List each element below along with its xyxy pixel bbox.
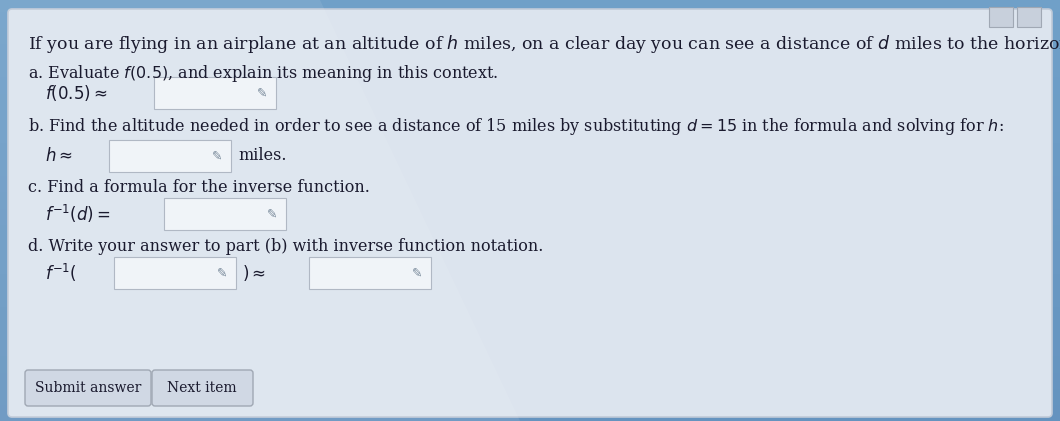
FancyBboxPatch shape [25,370,151,406]
Text: Submit answer: Submit answer [35,381,141,395]
Text: ✎: ✎ [257,86,267,99]
Text: $h \approx$: $h \approx$ [45,147,73,165]
Polygon shape [0,0,520,421]
Text: ✎: ✎ [216,266,227,280]
Text: ✎: ✎ [212,149,222,163]
Text: c. Find a formula for the inverse function.: c. Find a formula for the inverse functi… [28,179,370,196]
Text: d. Write your answer to part (b) with inverse function notation.: d. Write your answer to part (b) with in… [28,238,544,255]
FancyBboxPatch shape [152,370,253,406]
FancyBboxPatch shape [310,257,431,289]
Text: $) \approx$: $) \approx$ [242,263,266,283]
FancyBboxPatch shape [1017,7,1041,27]
Text: miles.: miles. [238,147,286,165]
Text: $f^{-1}($: $f^{-1}($ [45,262,77,284]
FancyBboxPatch shape [154,77,276,109]
Text: $f(0.5) \approx$: $f(0.5) \approx$ [45,83,108,103]
Text: ✎: ✎ [266,208,277,221]
FancyBboxPatch shape [989,7,1013,27]
FancyBboxPatch shape [114,257,236,289]
Text: a. Evaluate $f(0.5)$, and explain its meaning in this context.: a. Evaluate $f(0.5)$, and explain its me… [28,63,498,84]
FancyBboxPatch shape [109,140,231,172]
FancyBboxPatch shape [8,9,1052,417]
FancyBboxPatch shape [164,198,286,230]
Text: Next item: Next item [167,381,236,395]
Text: b. Find the altitude needed in order to see a distance of 15 miles by substituti: b. Find the altitude needed in order to … [28,116,1004,137]
Text: $f^{-1}(d) =$: $f^{-1}(d) =$ [45,203,111,225]
Text: ✎: ✎ [411,266,422,280]
Text: If you are flying in an airplane at an altitude of $\mathit{h}$ miles, on a clea: If you are flying in an airplane at an a… [28,28,1060,56]
